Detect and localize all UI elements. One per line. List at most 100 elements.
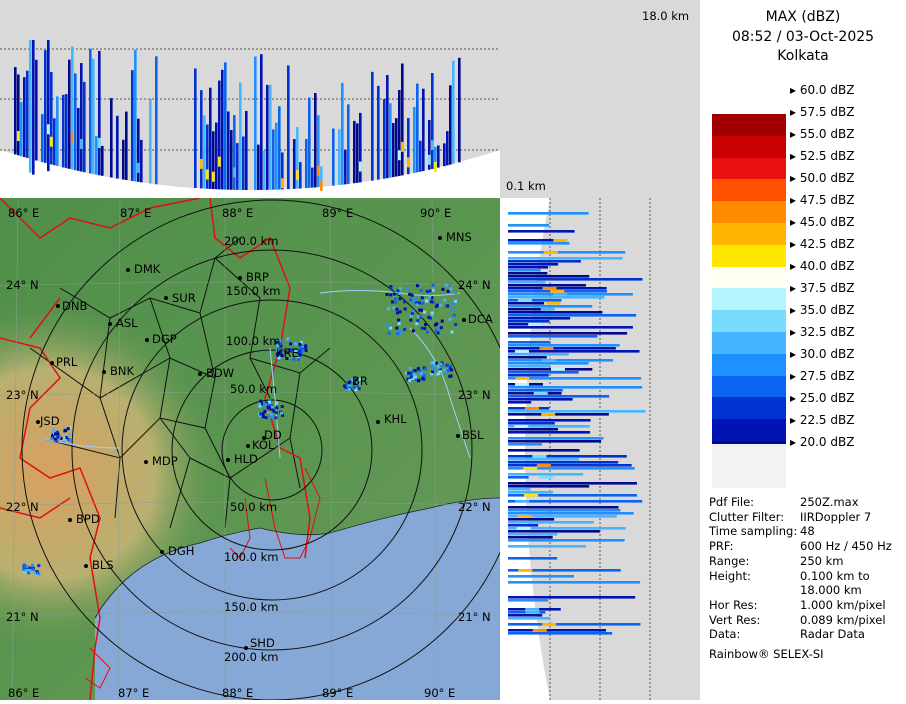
echo-bar — [254, 56, 257, 190]
info-value: IIRDoppler 7 — [800, 509, 872, 524]
echo-pixel — [56, 435, 60, 439]
color-scale-label: ▸ 60.0 dBZ — [790, 83, 855, 97]
city-dot — [144, 460, 148, 464]
echo-bar — [508, 278, 643, 281]
echo-pixel — [446, 364, 450, 368]
echo-pixel — [23, 569, 27, 573]
echo-bar — [80, 63, 83, 172]
echo-bar — [446, 131, 449, 166]
color-scale-label: ▸ 55.0 dBZ — [790, 127, 855, 141]
city-label-kre: KRE — [276, 346, 299, 360]
echo-bar — [508, 371, 579, 374]
city-label-dd: DD — [264, 428, 282, 442]
color-swatch — [712, 72, 786, 114]
echo-core — [281, 178, 284, 189]
color-swatch — [712, 157, 786, 180]
echo-pixel — [427, 315, 431, 319]
echo-bar — [131, 70, 134, 181]
echo-bar — [508, 413, 609, 416]
echo-core — [540, 308, 555, 311]
echo-bar — [508, 395, 610, 398]
echo-pixel — [267, 400, 271, 404]
echo-pixel — [278, 340, 282, 344]
info-key: Vert Res: — [709, 612, 761, 627]
echo-pixel — [275, 340, 279, 344]
echo-core — [317, 165, 320, 176]
top-cross-section — [0, 0, 500, 198]
color-swatch — [712, 419, 786, 442]
echo-pixel — [398, 329, 402, 333]
echo-core — [514, 383, 529, 386]
echo-bar — [314, 93, 317, 188]
echo-bar — [508, 257, 623, 260]
echo-bar — [287, 65, 290, 190]
echo-bar — [508, 464, 632, 467]
echo-pixel — [421, 301, 425, 305]
echo-pixel — [285, 350, 289, 354]
echo-core — [553, 239, 568, 242]
echo-pixel — [439, 303, 443, 307]
echo-pixel — [60, 436, 64, 440]
echo-pixel — [431, 283, 435, 287]
echo-bar — [508, 509, 621, 512]
color-swatch-bottom — [712, 444, 786, 488]
echo-bar — [508, 356, 547, 359]
echo-bar — [508, 374, 549, 377]
echo-bar — [386, 74, 389, 179]
echo-pixel — [448, 365, 452, 369]
city-label-sur: SUR — [172, 291, 196, 305]
echo-core — [514, 350, 529, 353]
echo-bar — [508, 419, 591, 422]
echo-bar — [293, 139, 296, 189]
echo-pixel — [449, 368, 453, 372]
echo-core — [98, 137, 101, 148]
echo-core — [542, 287, 557, 290]
info-value: 18.000 km — [800, 583, 862, 598]
color-scale-label: ▸ 22.5 dBZ — [790, 413, 855, 427]
echo-pixel — [435, 303, 439, 307]
echo-pixel — [397, 291, 401, 295]
echo-bar — [47, 40, 50, 172]
echo-bar — [50, 72, 53, 165]
echo-bar — [116, 115, 119, 179]
color-scale-label: ▸ 25.0 dBZ — [790, 391, 855, 405]
echo-pixel — [264, 416, 268, 420]
city-label-prl: PRL — [56, 355, 78, 369]
echo-bar — [508, 401, 532, 404]
echo-bar — [32, 40, 35, 175]
echo-bar — [508, 302, 545, 305]
echo-pixel — [299, 340, 303, 344]
echo-bar — [508, 518, 555, 521]
echo-pixel — [398, 310, 402, 314]
info-key: Data: — [709, 627, 741, 642]
echo-pixel — [419, 308, 423, 312]
lat-label-right-21: 21° N — [458, 610, 491, 624]
echo-core — [401, 141, 404, 152]
echo-bar — [508, 431, 591, 434]
echo-pixel — [267, 406, 271, 410]
echo-pixel — [292, 357, 296, 361]
city-dot — [262, 436, 266, 440]
station-title: Kolkata — [777, 48, 829, 64]
echo-pixel — [428, 295, 432, 299]
city-dot — [68, 518, 72, 522]
echo-pixel — [430, 372, 434, 376]
echo-core — [517, 515, 532, 518]
echo-bar — [371, 71, 374, 181]
echo-bar — [508, 266, 549, 269]
echo-pixel — [280, 354, 284, 358]
city-dot — [246, 444, 250, 448]
echo-bar — [508, 491, 553, 494]
footer-text: Rainbow® SELEX-SI — [709, 647, 824, 661]
echo-pixel — [389, 293, 393, 297]
echo-bar — [137, 118, 140, 182]
echo-bar — [508, 344, 620, 347]
echo-bar — [508, 347, 616, 350]
echo-pixel — [271, 407, 275, 411]
echo-bar — [26, 70, 29, 158]
top-height-label: 18.0 km — [642, 9, 690, 23]
echo-bar — [200, 90, 203, 189]
echo-core — [541, 359, 556, 362]
color-scale-label: ▸ 30.0 dBZ — [790, 347, 855, 361]
echo-pixel — [274, 411, 278, 415]
